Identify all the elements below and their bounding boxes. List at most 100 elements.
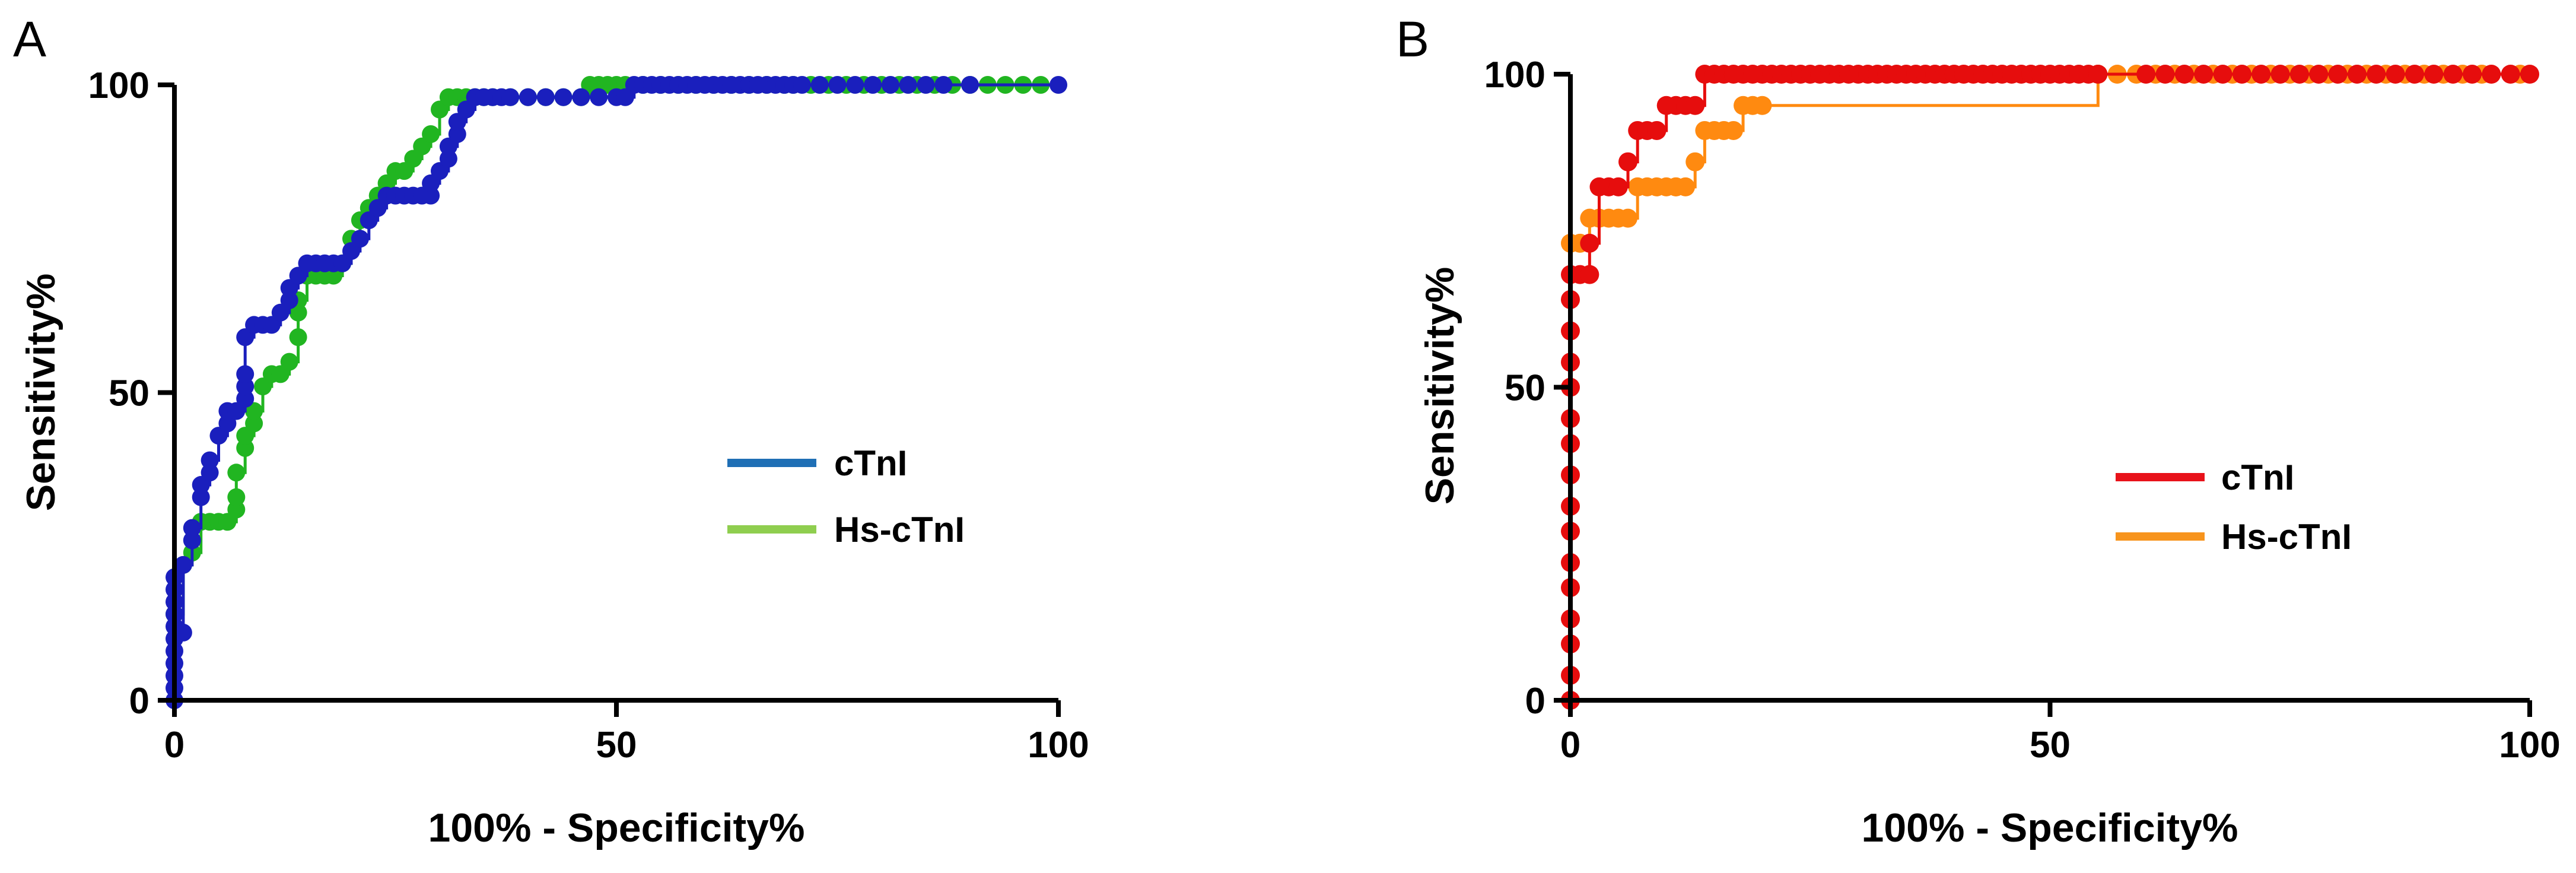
panel-b-hs-ctni-point (1685, 152, 1705, 172)
panel-a-ctni-point (351, 230, 369, 248)
panel-a-ctni-point (917, 76, 935, 94)
panel-a-ctni-point (236, 365, 255, 383)
panel-a-ctni-point (201, 451, 219, 469)
panel-a-hs-ctni-point (404, 150, 422, 168)
panel-b-x-tick-label: 0 (1560, 725, 1580, 766)
panel-b-ctni-line (1569, 72, 2530, 700)
panel-a-letter: A (13, 11, 46, 67)
panel-a-ctni-point (572, 88, 590, 106)
panel-a-hs-ctni-point (413, 137, 431, 155)
panel-b-ctni-point (2443, 65, 2463, 84)
panel-a-ctni-point (174, 623, 192, 642)
panel-b-ctni-point (2213, 65, 2232, 84)
panel-a-y-tick-label: 100 (88, 65, 150, 106)
panel-a-ticks: 0 50 100 0 50 100 (88, 65, 1089, 766)
panel-a-hs-ctni-point (218, 513, 237, 531)
panel-a-legend: cTnI Hs-cTnI (727, 443, 965, 550)
panel-a-ctni-point (236, 328, 255, 347)
panel-a-ctni-point (846, 76, 864, 94)
panel-a-ctni-point (280, 279, 298, 297)
panel-b-ctni-point (2155, 65, 2175, 84)
panel-b-ctni-point (2136, 65, 2156, 84)
panel-a-ctni-point (616, 88, 634, 106)
panel-a: A 0 50 100 0 50 100 100% - Specificity% Sensi… (13, 11, 1089, 850)
panel-a-x-tick-label: 0 (164, 725, 185, 766)
panel-a-ctni-point (536, 88, 555, 106)
panel-b-hs-ctni-line (1570, 72, 2520, 245)
panel-b-ctni-point (2328, 65, 2348, 84)
panel-b-ctni-point (2347, 65, 2367, 84)
panel-a-ctni-point (174, 555, 192, 574)
panel-a-ctni-point (422, 186, 440, 205)
legend-label-ctni: cTnI (834, 443, 907, 483)
panel-a-ctni-point (227, 402, 246, 420)
panel-b-ctni-point (2232, 65, 2251, 84)
panel-a-ctni-point (457, 100, 475, 119)
panel-a-ctni-point (881, 76, 899, 94)
panel-a-hs-ctni-point (395, 162, 414, 180)
legend-label-ctni: cTnI (2221, 458, 2294, 497)
panel-b-ctni-point (1580, 265, 1599, 284)
panel-a-hs-ctni-point (325, 266, 343, 285)
panel-b-hs-ctni-point (1753, 96, 1772, 115)
panel-b-ctni-point (2482, 65, 2501, 84)
legend-label-hs-ctni: Hs-cTnI (2221, 517, 2352, 557)
panel-b-ctni-point (2251, 65, 2271, 84)
panel-b-y-tick-label: 50 (1505, 368, 1545, 409)
panel-a-y-tick-label: 50 (109, 373, 150, 414)
panel-a-ctni-point (934, 76, 953, 94)
panel-b-ctni-point (1608, 177, 1628, 196)
panel-b-ticks: 0 50 100 0 50 100 (1484, 55, 2561, 766)
panel-a-ctni-point (192, 476, 210, 494)
panel-a-hs-ctni-point (377, 174, 396, 192)
panel-b-ctni-point (1685, 96, 1705, 115)
panel-a-ctni-point (236, 377, 255, 396)
panel-a-ctni-point (236, 389, 255, 408)
panel-a-hs-ctni-point (227, 488, 246, 506)
panel-a-hs-ctni-point (289, 303, 307, 322)
panel-b-ctni-point (1647, 120, 1667, 140)
panel-a-ctni-point (439, 150, 457, 168)
panel-a-hs-ctni-point (236, 439, 255, 457)
panel-a-series (166, 76, 1067, 709)
panel-a-ctni-point (209, 427, 228, 445)
panel-a-hs-ctni-point (422, 125, 440, 143)
panel-a-ctni-point (422, 174, 440, 192)
panel-a-ctni-point (368, 199, 387, 217)
panel-a-x-tick-label: 50 (596, 725, 637, 766)
panel-b-ctni-point (2174, 65, 2194, 84)
panel-a-ctni-point (333, 254, 352, 272)
panel-a-hs-ctni-point (227, 464, 246, 482)
panel-b-ctni-point (2501, 65, 2520, 84)
panel-a-x-tick-label: 100 (1028, 725, 1089, 766)
panel-a-hs-ctni-point (271, 365, 290, 383)
panel-b-ctni-point (2405, 65, 2424, 84)
panel-b-letter: B (1396, 11, 1429, 67)
panel-a-ctni-point (192, 488, 210, 506)
panel-b-ctni-point (2309, 65, 2329, 84)
panel-a-ctni-point (439, 137, 457, 155)
panel-a-ctni-point (1050, 76, 1067, 94)
panel-b: B 0 50 100 0 50 100 100% - Specificity% Sensi… (1396, 11, 2561, 850)
panel-b-ctni-point (2386, 65, 2405, 84)
panel-b-y-tick-label: 0 (1525, 681, 1545, 722)
panel-a-hs-ctni-point (227, 500, 246, 519)
panel-a-ctni-point (271, 303, 290, 322)
panel-a-ctni-point (793, 76, 811, 94)
panel-b-series (1561, 65, 2539, 710)
panel-a-ctni-point (201, 464, 219, 482)
panel-a-ctni-point (961, 76, 979, 94)
panel-b-hs-ctni-point (1676, 177, 1696, 196)
panel-a-hs-ctni-point (236, 427, 255, 445)
panel-a-x-axis-title: 100% - Specificity% (428, 805, 805, 850)
panel-a-ctni-point (280, 291, 298, 309)
panel-a-ctni-point (810, 76, 829, 94)
panel-a-ctni-point (899, 76, 917, 94)
panel-a-hs-ctni-point (245, 414, 263, 433)
panel-b-ctni-point (2194, 65, 2214, 84)
panel-a-ctni-point (828, 76, 847, 94)
panel-a-ctni-point (864, 76, 882, 94)
panel-b-ctni-point (1618, 152, 1638, 172)
panel-b-ctni-point (1580, 233, 1599, 253)
panel-b-x-tick-label: 50 (2030, 725, 2071, 766)
